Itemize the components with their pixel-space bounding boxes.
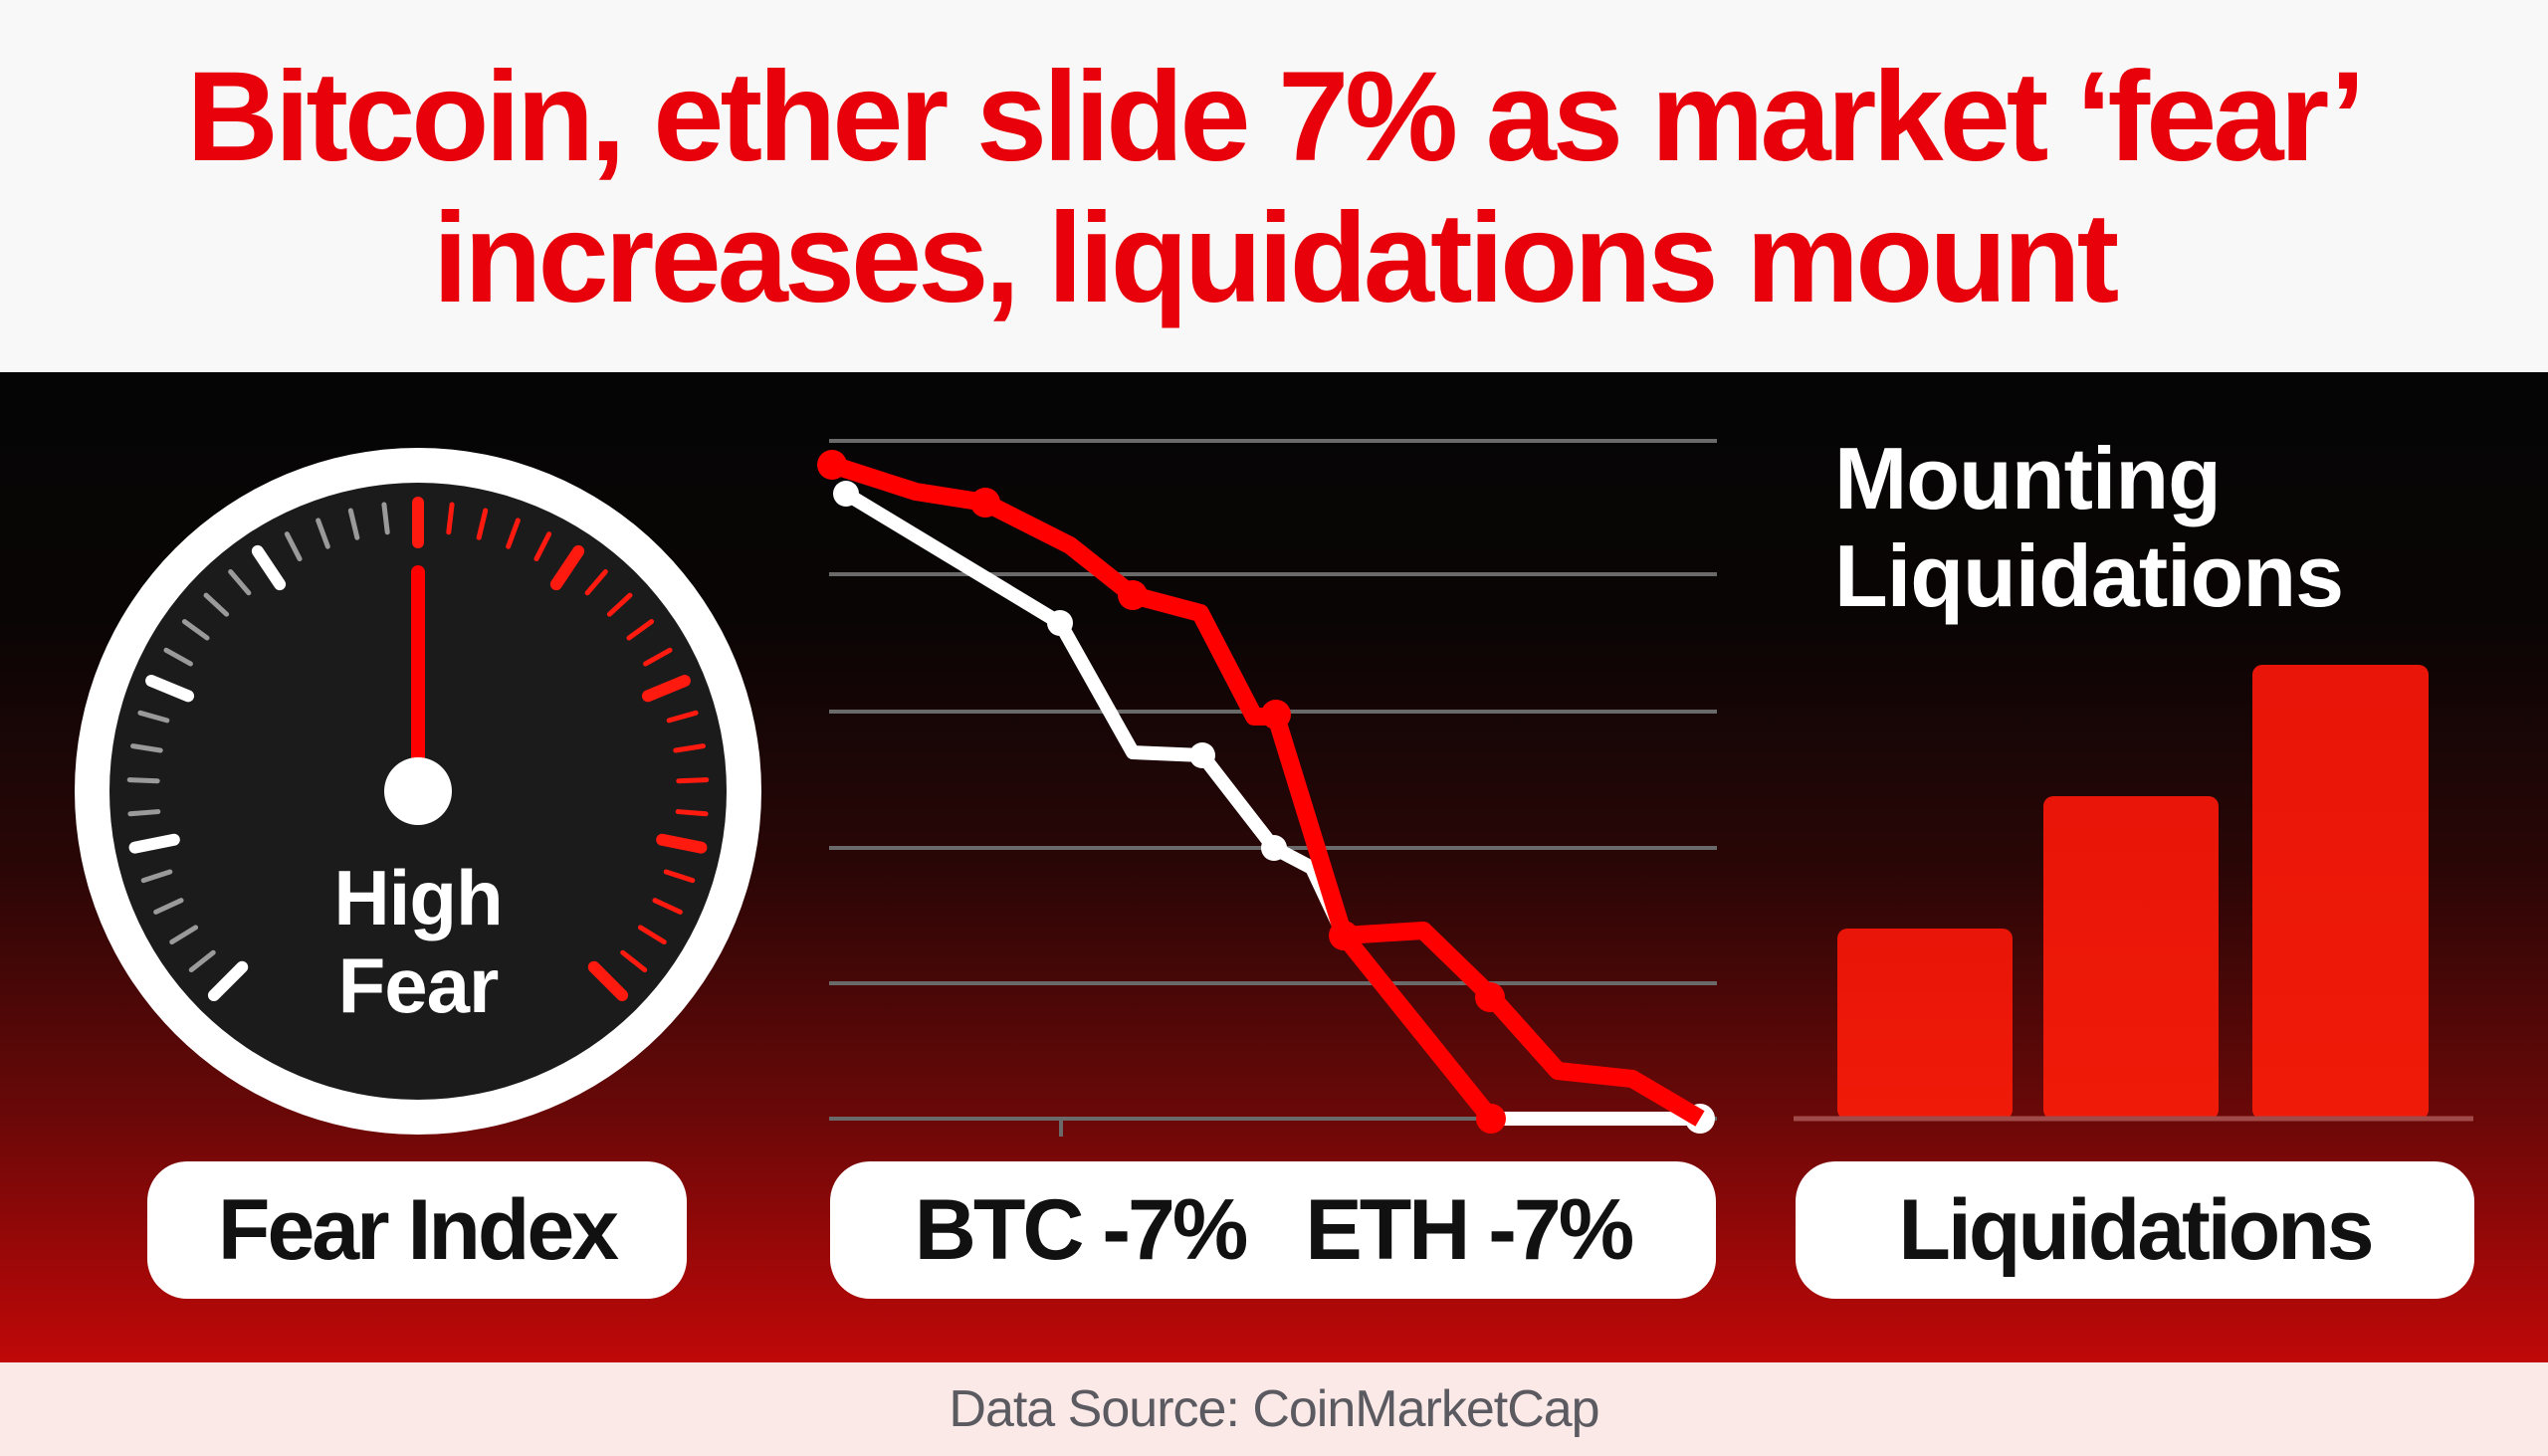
gauge-label-fear: Fear bbox=[337, 941, 500, 1029]
header: Bitcoin, ether slide 7% as market ‘fear’… bbox=[0, 0, 2548, 372]
fear-index-label: Fear Index bbox=[147, 1161, 687, 1299]
liquidations-text: Liquidations bbox=[1898, 1181, 2374, 1278]
bars-title-line-2: Liquidations bbox=[1834, 526, 2344, 625]
gauge-label-high: High bbox=[333, 854, 503, 941]
bars-title: Mounting Liquidations bbox=[1834, 429, 2344, 625]
headline-line-1: Bitcoin, ether slide 7% as market ‘fear’ bbox=[186, 46, 2365, 188]
btc-change-text: BTC -7% bbox=[914, 1181, 1249, 1278]
bar-2 bbox=[2043, 796, 2219, 1120]
data-source: Data Source: CoinMarketCap bbox=[949, 1380, 1599, 1438]
fear-index-text: Fear Index bbox=[217, 1181, 619, 1278]
bars-title-line-1: Mounting bbox=[1834, 429, 2222, 527]
price-change-label: BTC -7% ETH -7% bbox=[830, 1161, 1716, 1299]
liquidations-label: Liquidations bbox=[1796, 1161, 2474, 1299]
headline-line-2: increases, liquidations mount bbox=[432, 187, 2120, 329]
bar-3 bbox=[2252, 665, 2429, 1120]
footer bbox=[0, 1362, 2548, 1456]
eth-change-text: ETH -7% bbox=[1305, 1181, 1634, 1278]
bar-1 bbox=[1837, 929, 2013, 1120]
